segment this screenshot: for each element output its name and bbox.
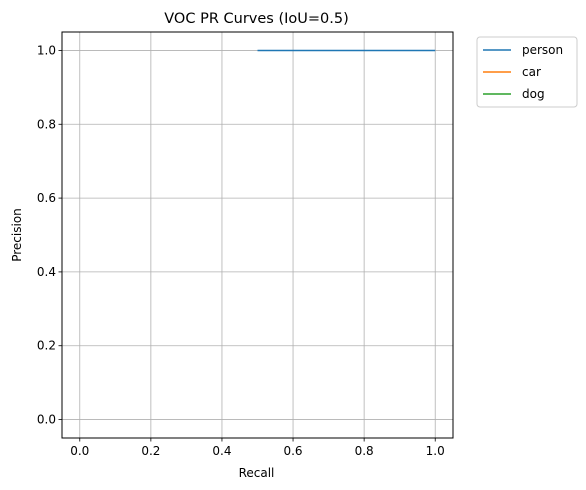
y-tick-label: 0.2 — [37, 339, 56, 353]
axis-ticks: 0.0 0.2 0.4 0.6 0.8 1.0 0.0 0.2 0.4 0.6 0.8 1.0 — [37, 43, 445, 458]
legend-label-dog: dog — [522, 87, 545, 101]
x-tick-label: 0.2 — [141, 444, 160, 458]
plot-frame — [61, 31, 454, 439]
y-axis-label: Precision — [10, 208, 24, 262]
x-tick-label: 0.4 — [212, 444, 231, 458]
legend-box — [476, 36, 578, 108]
chart-title: VOC PR Curves (IoU=0.5) — [164, 11, 348, 27]
x-tick-label: 1.0 — [426, 444, 445, 458]
y-tick-label: 0.0 — [37, 413, 56, 427]
x-tick-label: 0.8 — [355, 444, 374, 458]
x-tick-label: 0.6 — [283, 444, 302, 458]
x-axis-label: Recall — [239, 466, 275, 480]
legend-label-person: person — [522, 43, 563, 57]
legend-label-car: car — [522, 65, 541, 79]
x-tick-label: 0.0 — [70, 444, 89, 458]
y-tick-label: 0.4 — [37, 265, 56, 279]
legend-items: person car dog — [483, 43, 563, 101]
y-tick-label: 0.6 — [37, 191, 56, 205]
legend: person car dog — [476, 36, 578, 108]
grid — [62, 32, 453, 438]
y-tick-label: 1.0 — [37, 43, 56, 57]
y-tick-label: 0.8 — [37, 117, 56, 131]
